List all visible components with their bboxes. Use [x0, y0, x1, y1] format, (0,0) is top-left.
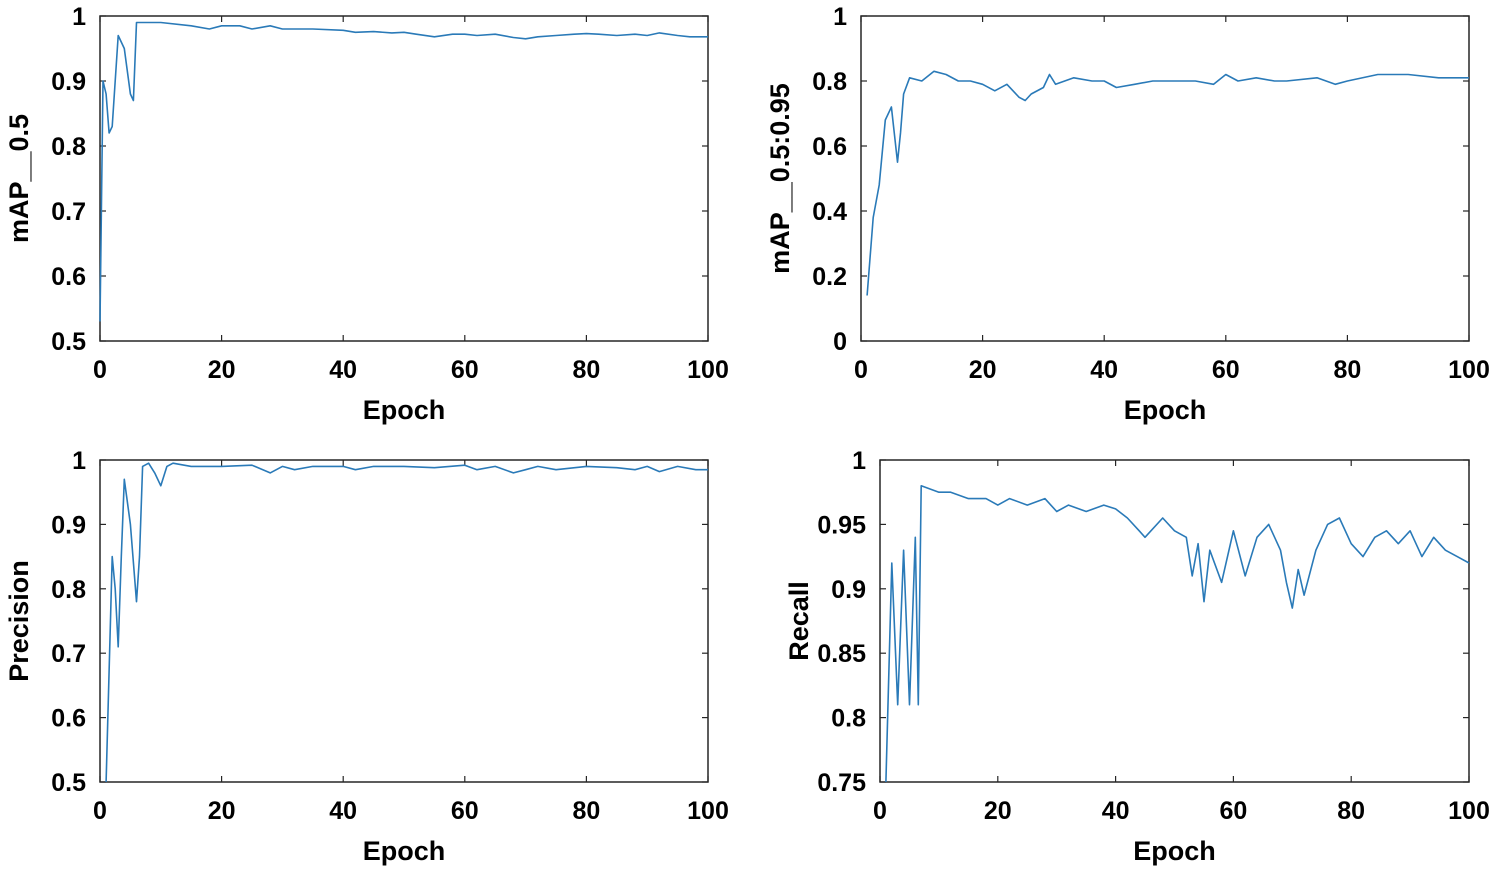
y-tick-label: 0.7: [51, 198, 86, 226]
recall-subplot: 0 20 40 60 80 100 0.75 0.8 0.85 0.9 0.95 1 Epoch Reca…: [784, 447, 1490, 866]
recall-axes-box: [879, 459, 1470, 783]
x-tick-label: 0: [93, 797, 107, 825]
x-tick-label: 100: [1448, 356, 1490, 384]
x-tick-label: 40: [1102, 797, 1130, 825]
map50-axes-box: [99, 15, 709, 342]
x-tick-label: 0: [93, 356, 107, 384]
x-tick-label: 80: [1333, 356, 1361, 384]
x-tick-label: 40: [1090, 356, 1118, 384]
y-tick-label: 0.8: [51, 133, 86, 161]
x-tick-label: 80: [572, 797, 600, 825]
x-tick-label: 100: [687, 797, 729, 825]
y-tick-label: 0.8: [812, 68, 847, 96]
y-tick-label: 0.5: [51, 328, 86, 356]
x-tick-label: 20: [969, 356, 997, 384]
y-tick-label: 0.9: [831, 576, 866, 604]
y-tick-label: 0.85: [817, 640, 866, 668]
x-tick-label: 80: [1337, 797, 1365, 825]
y-tick-label: 0.75: [817, 769, 866, 797]
map50-subplot: 0 20 40 60 80 100 0.5 0.6 0.7 0.8 0.9 1 Epoch mAP__0.…: [4, 3, 729, 425]
y-tick-label: 0.5: [51, 769, 86, 797]
x-tick-label: 100: [1448, 797, 1490, 825]
y-tick-label: 0.8: [831, 705, 866, 733]
map50-95-subplot: 0 20 40 60 80 100 0 0.2 0.4 0.6 0.8 1 Epoch mAP__0.5:…: [765, 3, 1490, 425]
x-axis-title: Epoch: [1133, 836, 1216, 866]
x-tick-label: 20: [208, 356, 236, 384]
y-tick-label: 1: [72, 3, 86, 31]
recall-series-line: [885, 484, 1470, 783]
x-tick-label: 40: [329, 797, 357, 825]
y-tick-label: 0.4: [812, 198, 847, 226]
x-axis-title: Epoch: [1124, 395, 1207, 425]
x-tick-label: 60: [451, 356, 479, 384]
map50-series-line: [99, 21, 708, 322]
y-tick-label: 0.2: [812, 263, 847, 291]
x-tick-label: 20: [984, 797, 1012, 825]
y-tick-label: 0.6: [812, 133, 847, 161]
y-tick-label: 1: [852, 447, 866, 475]
x-tick-label: 20: [208, 797, 236, 825]
y-tick-label: 1: [72, 447, 86, 475]
x-tick-label: 40: [329, 356, 357, 384]
y-tick-label: 0.7: [51, 640, 86, 668]
x-tick-label: 60: [1219, 797, 1247, 825]
x-tick-label: 60: [451, 797, 479, 825]
x-tick-label: 100: [687, 356, 729, 384]
y-axis-title: Precision: [4, 560, 34, 682]
y-axis-title: mAP__0.5: [4, 114, 34, 243]
precision-subplot: 0 20 40 60 80 100 0.5 0.6 0.7 0.8 0.9 1 Epoch Precisi…: [4, 447, 729, 866]
x-tick-label: 0: [854, 356, 868, 384]
y-tick-label: 0: [833, 328, 847, 356]
y-tick-label: 0.6: [51, 263, 86, 291]
y-tick-label: 0.8: [51, 576, 86, 604]
y-tick-label: 1: [833, 3, 847, 31]
map50-95-series-line: [866, 70, 1469, 296]
x-tick-label: 60: [1212, 356, 1240, 384]
y-axis-title: Recall: [784, 581, 814, 661]
x-axis-title: Epoch: [363, 836, 446, 866]
x-axis-title: Epoch: [363, 395, 446, 425]
x-tick-label: 80: [572, 356, 600, 384]
precision-axes-box: [99, 459, 709, 783]
y-tick-label: 0.6: [51, 705, 86, 733]
precision-series-line: [105, 462, 708, 783]
y-tick-label: 0.9: [51, 511, 86, 539]
y-tick-label: 0.95: [817, 511, 866, 539]
x-tick-label: 0: [873, 797, 887, 825]
y-axis-title: mAP__0.5:0.95: [765, 83, 795, 274]
y-tick-label: 0.9: [51, 68, 86, 96]
map50-95-axes-box: [860, 15, 1470, 342]
